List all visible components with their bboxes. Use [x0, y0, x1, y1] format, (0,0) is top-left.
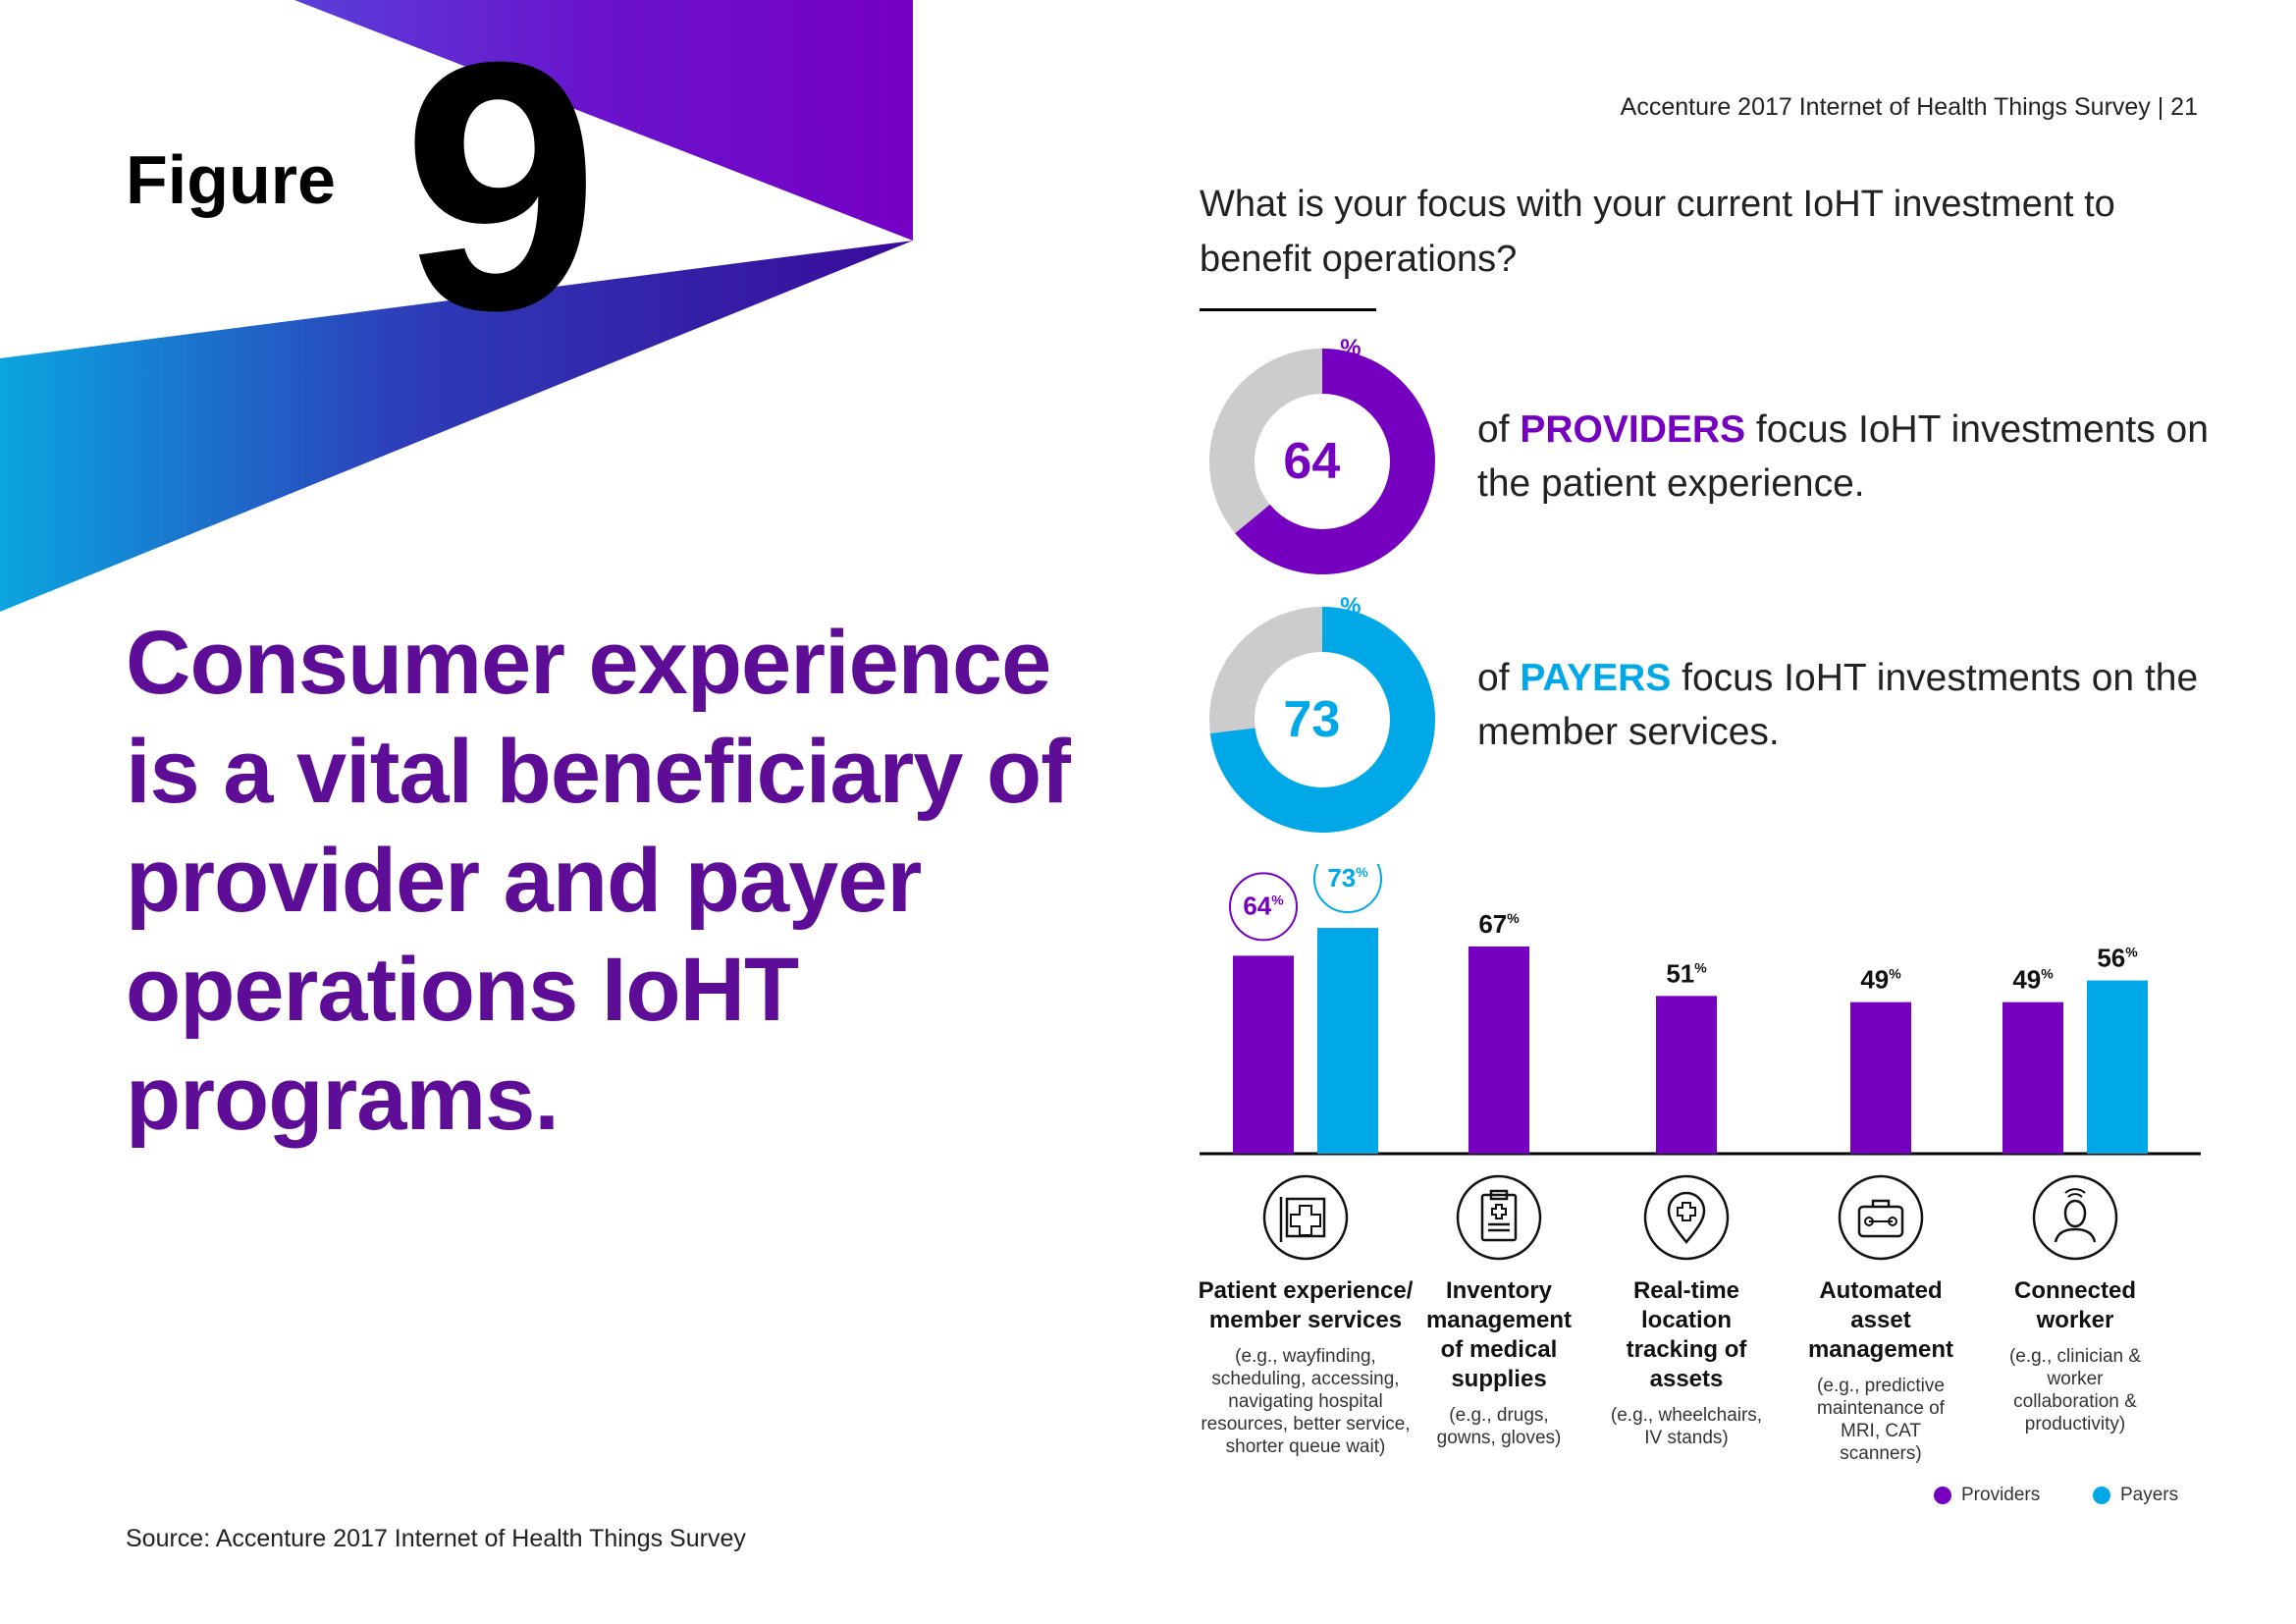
value-label-providers-1: 64% [1243, 891, 1284, 920]
category-5-note: (e.g., clinician & worker collaboration … [2008, 1346, 2142, 1435]
payers-stat-text: of PAYERS focus IoHT investments on the … [1477, 657, 2199, 753]
providers-stat-text: of PROVIDERS focus IoHT investments on t… [1477, 408, 2209, 505]
category-4-title: Automated asset management [1807, 1277, 1954, 1363]
running-title: Accenture 2017 Internet of Health Things… [1620, 93, 2198, 121]
value-label-providers-3: 51% [1666, 958, 1707, 988]
value-label-payers-1: 73% [1327, 864, 1368, 893]
value-circle-providers-1 [1229, 872, 1298, 942]
providers-donut: 64% [1209, 335, 1435, 574]
figure-label: Figure [126, 141, 336, 218]
hospital-sign-icon [1261, 1173, 1350, 1262]
focus-bar-chart: 64% 73% 67% 51% 49% 49% 56% [1200, 864, 2201, 1571]
legend-providers: Providers [1934, 1485, 2040, 1506]
figure-number: 9 [402, 0, 599, 384]
location-pin-icon [1642, 1173, 1731, 1262]
providers-donut-arc [1209, 349, 1435, 574]
category-1-title: Patient experience/ member services [1198, 1277, 1414, 1333]
category-2-caption: Inventory management of medical supplies… [1386, 1276, 1612, 1449]
category-3-caption: Real-time location tracking of assets (e… [1574, 1276, 1799, 1449]
category-5-caption: Connected worker (e.g., clinician & work… [1962, 1276, 2188, 1435]
legend-payers-swatch [2093, 1487, 2110, 1504]
clipboard-icon [1455, 1173, 1543, 1262]
category-4-note: (e.g., predictive maintenance of MRI, CA… [1817, 1376, 1945, 1464]
providers-group-name: PROVIDERS [1520, 408, 1746, 451]
survey-question: What is your focus with your current IoH… [1200, 184, 2115, 280]
bar-providers-4 [1850, 1001, 1911, 1154]
category-1-caption: Patient experience/ member services (e.g… [1193, 1276, 1418, 1458]
toolbox-icon [1837, 1173, 1925, 1262]
legend-payers: Payers [2093, 1485, 2178, 1506]
payers-donut-arc [1209, 607, 1435, 833]
banner-upper-band [294, 0, 913, 241]
providers-donut-value: 64% [1283, 335, 1362, 491]
category-4-caption: Automated asset management (e.g., predic… [1768, 1276, 1994, 1465]
category-3-title: Real-time location tracking of assets [1626, 1277, 1747, 1392]
category-1-note: (e.g., wayfinding, scheduling, accessing… [1201, 1346, 1411, 1457]
bar-providers-3 [1656, 996, 1717, 1154]
category-5-title: Connected worker [2013, 1277, 2136, 1333]
value-label-payers-5: 56% [2097, 944, 2138, 973]
value-label-providers-5: 49% [2012, 965, 2054, 995]
bar-providers-5 [2002, 1001, 2063, 1154]
value-label-providers-2: 67% [1478, 909, 1520, 939]
legend-providers-label: Providers [1961, 1485, 2041, 1505]
question-divider [1200, 308, 1376, 311]
category-2-note: (e.g., drugs, gowns, gloves) [1436, 1405, 1562, 1448]
category-2-title: Inventory management of medical supplies [1425, 1277, 1573, 1392]
value-circle-payers-1 [1313, 864, 1382, 914]
bar-providers-1 [1233, 955, 1294, 1154]
legend-providers-swatch [1934, 1487, 1951, 1504]
bar-payers-1 [1317, 928, 1378, 1154]
category-3-note: (e.g., wheelchairs, IV stands) [1610, 1405, 1763, 1448]
source-note: Source: Accenture 2017 Internet of Healt… [126, 1525, 746, 1552]
headline: Consumer experience is a vital beneficia… [126, 613, 1071, 1149]
value-label-providers-4: 49% [1860, 965, 1901, 995]
payers-group-name: PAYERS [1520, 657, 1672, 699]
worker-headset-icon [2031, 1173, 2119, 1262]
payers-donut: 73% [1209, 593, 1435, 833]
payers-donut-value: 73% [1283, 593, 1362, 749]
bar-payers-5 [2087, 980, 2148, 1154]
bar-providers-2 [1468, 946, 1529, 1154]
legend-payers-label: Payers [2120, 1485, 2179, 1505]
banner-lower-band [0, 241, 913, 612]
